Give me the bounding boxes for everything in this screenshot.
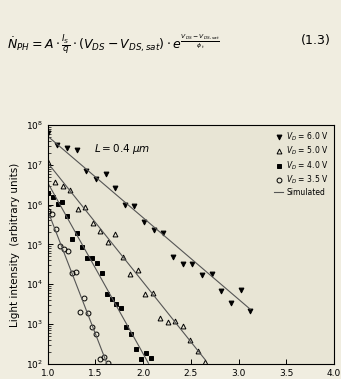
$V_D$ = 6.0 V — [171, 255, 175, 259]
$V_D$ = 6.0 V — [219, 289, 223, 293]
$V_D$ = 4.0 V — [100, 271, 104, 275]
$V_D$ = 4.0 V — [90, 255, 94, 260]
$V_D$ = 6.0 V — [248, 309, 252, 313]
$V_D$ = 4.0 V — [56, 201, 60, 206]
$V_D$ = 5.0 V — [158, 315, 162, 320]
$V_D$ = 3.5 V — [70, 271, 74, 275]
$V_D$ = 4.0 V — [46, 191, 50, 196]
$V_D$ = 3.5 V — [54, 226, 58, 231]
$V_D$ = 5.0 V — [61, 183, 65, 188]
$V_D$ = 6.0 V — [46, 130, 50, 135]
$V_D$ = 6.0 V — [84, 169, 88, 173]
$V_D$ = 3.5 V — [82, 296, 86, 300]
Line: $V_D$ = 5.0 V: $V_D$ = 5.0 V — [45, 160, 208, 365]
$V_D$ = 6.0 V — [142, 219, 146, 224]
Legend: $V_D$ = 6.0 V, $V_D$ = 5.0 V, $V_D$ = 4.0 V, $V_D$ = 3.5 V, Simulated: $V_D$ = 6.0 V, $V_D$ = 5.0 V, $V_D$ = 4.… — [272, 129, 330, 199]
$V_D$ = 6.0 V — [104, 172, 108, 177]
$V_D$ = 5.0 V — [113, 232, 117, 236]
$V_D$ = 3.5 V — [94, 332, 98, 336]
Line: $V_D$ = 4.0 V: $V_D$ = 4.0 V — [45, 191, 153, 361]
$V_D$ = 5.0 V — [46, 160, 50, 164]
$V_D$ = 6.0 V — [123, 203, 127, 208]
$V_D$ = 6.0 V — [94, 177, 98, 181]
$V_D$ = 5.0 V — [166, 320, 170, 325]
$V_D$ = 4.0 V — [124, 325, 128, 329]
$V_D$ = 3.5 V — [106, 361, 110, 365]
$V_D$ = 6.0 V — [161, 231, 165, 236]
$V_D$ = 5.0 V — [196, 349, 200, 354]
$V_D$ = 4.0 V — [85, 256, 89, 260]
$V_D$ = 5.0 V — [68, 188, 72, 193]
Line: $V_D$ = 6.0 V: $V_D$ = 6.0 V — [45, 130, 253, 313]
$V_D$ = 5.0 V — [106, 240, 110, 244]
$V_D$ = 3.5 V — [102, 355, 106, 359]
$V_D$ = 5.0 V — [188, 338, 192, 342]
$V_D$ = 3.5 V — [58, 244, 62, 249]
$V_D$ = 3.5 V — [50, 211, 54, 216]
$V_D$ = 6.0 V — [55, 143, 59, 148]
$V_D$ = 4.0 V — [50, 194, 55, 199]
$V_D$ = 3.5 V — [78, 310, 82, 315]
$V_D$ = 6.0 V — [152, 228, 156, 232]
$V_D$ = 4.0 V — [60, 199, 64, 204]
$V_D$ = 5.0 V — [181, 324, 185, 329]
$V_D$ = 3.5 V — [62, 247, 66, 252]
$V_D$ = 3.5 V — [98, 357, 102, 362]
$V_D$ = 3.5 V — [74, 269, 78, 274]
$V_D$ = 4.0 V — [139, 356, 143, 361]
$V_D$ = 4.0 V — [115, 301, 119, 306]
$V_D$ = 3.5 V — [90, 324, 94, 329]
$V_D$ = 6.0 V — [75, 148, 79, 152]
$V_D$ = 4.0 V — [119, 305, 123, 310]
$V_D$ = 5.0 V — [128, 271, 132, 276]
$V_D$ = 5.0 V — [151, 290, 155, 295]
$V_D$ = 4.0 V — [95, 261, 99, 266]
$V_D$ = 4.0 V — [109, 297, 114, 302]
$V_D$ = 4.0 V — [70, 237, 74, 242]
$V_D$ = 5.0 V — [173, 319, 177, 323]
$V_D$ = 6.0 V — [65, 146, 69, 150]
$V_D$ = 5.0 V — [98, 229, 102, 233]
$V_D$ = 3.5 V — [66, 249, 70, 254]
$V_D$ = 5.0 V — [136, 267, 140, 272]
$V_D$ = 5.0 V — [91, 221, 95, 226]
$V_D$ = 6.0 V — [200, 273, 204, 277]
$V_D$ = 6.0 V — [181, 262, 185, 266]
$V_D$ = 5.0 V — [121, 255, 125, 259]
Text: $\dot{N}_{PH} = A \cdot \frac{I_S}{q} \cdot (V_{DS} - V_{DS,sat}) \cdot e^{\frac: $\dot{N}_{PH} = A \cdot \frac{I_S}{q} \c… — [7, 32, 220, 56]
Text: $L = 0.4$ μm: $L = 0.4$ μm — [93, 142, 150, 156]
$V_D$ = 5.0 V — [76, 207, 80, 211]
$V_D$ = 4.0 V — [80, 245, 84, 249]
$V_D$ = 6.0 V — [210, 272, 214, 276]
$V_D$ = 4.0 V — [149, 356, 153, 360]
$V_D$ = 4.0 V — [129, 331, 133, 336]
$V_D$ = 6.0 V — [132, 204, 136, 209]
$V_D$ = 4.0 V — [144, 351, 148, 355]
Y-axis label: Light intensity  (arbitrary units): Light intensity (arbitrary units) — [10, 162, 20, 327]
$V_D$ = 4.0 V — [134, 347, 138, 351]
$V_D$ = 4.0 V — [65, 213, 70, 218]
Text: $(1.3)$: $(1.3)$ — [300, 32, 331, 47]
$V_D$ = 3.5 V — [46, 209, 50, 213]
$V_D$ = 5.0 V — [203, 360, 207, 364]
$V_D$ = 5.0 V — [53, 180, 57, 185]
$V_D$ = 4.0 V — [105, 292, 109, 297]
$V_D$ = 6.0 V — [229, 301, 233, 305]
$V_D$ = 6.0 V — [113, 186, 117, 191]
$V_D$ = 6.0 V — [190, 262, 194, 266]
Line: $V_D$ = 3.5 V: $V_D$ = 3.5 V — [45, 209, 110, 366]
$V_D$ = 5.0 V — [143, 291, 147, 296]
$V_D$ = 4.0 V — [75, 231, 79, 235]
$V_D$ = 3.5 V — [86, 311, 90, 316]
$V_D$ = 6.0 V — [238, 288, 242, 293]
$V_D$ = 5.0 V — [83, 205, 87, 209]
